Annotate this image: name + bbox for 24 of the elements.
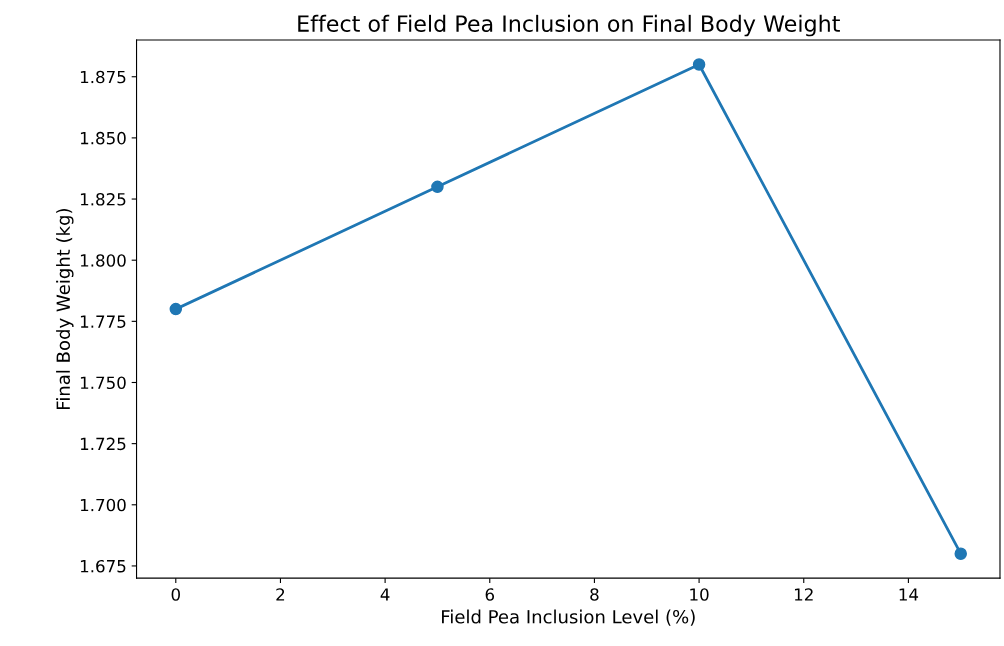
x-tick-label: 10 <box>690 588 709 601</box>
x-tick-label: 6 <box>485 588 495 601</box>
x-tick-label: 2 <box>276 588 285 601</box>
x-tick-label: 8 <box>590 588 599 601</box>
x-tick-label: 12 <box>794 588 813 601</box>
y-tick-label: 1.750 <box>80 376 126 390</box>
y-tick-label: 1.800 <box>80 254 126 267</box>
x-tick-label: 0 <box>171 588 180 601</box>
x-axis-title: Field Pea Inclusion Level (%) <box>442 609 695 626</box>
x-tick-label: 14 <box>899 588 919 601</box>
point <box>692 58 706 71</box>
x-tick-label: 4 <box>380 588 390 601</box>
y-tick-label: 1.875 <box>80 70 126 84</box>
point <box>954 547 967 560</box>
y-tick-label: 1.675 <box>80 559 126 573</box>
y-tick-label: 1.825 <box>80 193 126 206</box>
y-tick-label: 1.700 <box>80 498 126 512</box>
y-axis-title: Final Body Weight (kg) <box>56 209 74 409</box>
y-tick-label: 1.775 <box>80 315 126 328</box>
point <box>169 302 183 316</box>
point <box>431 180 444 194</box>
y-tick-label: 1.725 <box>80 437 126 451</box>
y-tick-label: 1.850 <box>80 131 126 145</box>
chart-title: Effect of Field Pea Inclusion on Final Body Weight <box>298 14 840 37</box>
